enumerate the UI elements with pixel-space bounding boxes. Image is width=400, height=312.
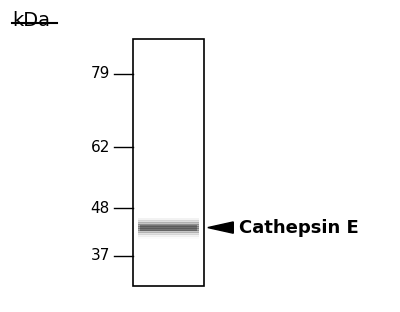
Text: Cathepsin E: Cathepsin E bbox=[239, 219, 359, 236]
Text: 48: 48 bbox=[91, 201, 110, 216]
Bar bbox=[138, 230, 199, 233]
Bar bbox=[138, 220, 199, 223]
Bar bbox=[138, 228, 199, 231]
Polygon shape bbox=[208, 222, 233, 233]
Bar bbox=[138, 222, 199, 225]
Text: 37: 37 bbox=[90, 248, 110, 263]
Text: 79: 79 bbox=[90, 66, 110, 81]
Bar bbox=[138, 234, 199, 237]
Bar bbox=[138, 226, 199, 229]
Bar bbox=[138, 232, 199, 235]
Bar bbox=[138, 224, 199, 227]
Bar bbox=[138, 236, 199, 239]
Bar bbox=[138, 218, 199, 222]
Bar bbox=[140, 225, 197, 231]
Text: kDa: kDa bbox=[12, 11, 50, 30]
Text: 62: 62 bbox=[90, 140, 110, 155]
Bar bbox=[134, 39, 204, 286]
